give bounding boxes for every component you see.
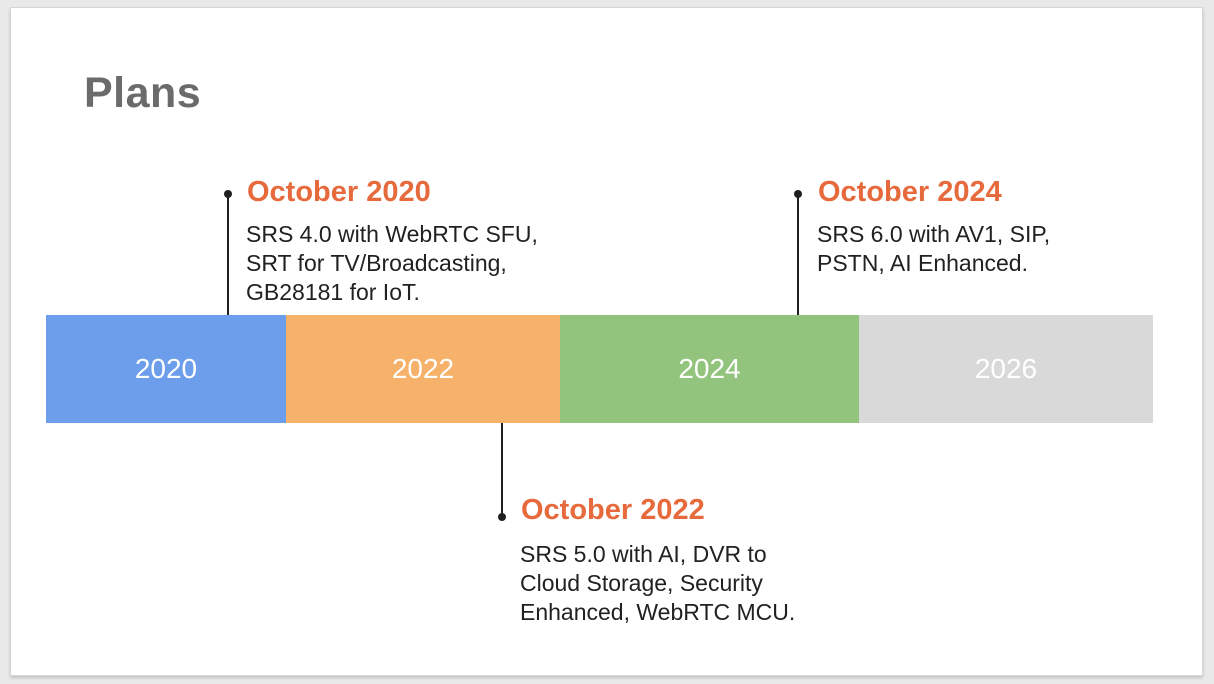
timeline-segment-label: 2024	[678, 353, 741, 384]
callout-title-october-2020: October 2020	[247, 176, 431, 208]
timeline-segment-label: 2022	[391, 353, 455, 384]
callout-title-october-2022: October 2022	[521, 494, 705, 526]
slide: Plans October 2020 SRS 4.0 with WebRTC S…	[10, 7, 1203, 676]
connector-line-october-2020	[227, 194, 229, 315]
timeline-segment-label: 2026	[974, 353, 1038, 384]
timeline-bar: 2020 2022 2024 2026	[46, 315, 1153, 423]
timeline-segment-2020: 2020	[46, 315, 286, 423]
connector-line-october-2024	[797, 194, 799, 315]
connector-line-october-2022	[501, 423, 503, 517]
timeline-segment-2024: 2024	[560, 315, 859, 423]
page-title: Plans	[84, 69, 202, 117]
connector-dot-october-2022	[498, 513, 506, 521]
timeline-segment-2022: 2022	[286, 315, 560, 423]
callout-title-october-2024: October 2024	[818, 176, 1002, 208]
timeline-segment-2026: 2026	[859, 315, 1153, 423]
callout-body-october-2020: SRS 4.0 with WebRTC SFU, SRT for TV/Broa…	[246, 221, 538, 305]
callout-body-october-2022: SRS 5.0 with AI, DVR to Cloud Storage, S…	[520, 541, 796, 625]
timeline-segment-label: 2020	[134, 353, 198, 384]
callout-body-october-2024: SRS 6.0 with AV1, SIP, PSTN, AI Enhanced…	[817, 221, 1051, 276]
